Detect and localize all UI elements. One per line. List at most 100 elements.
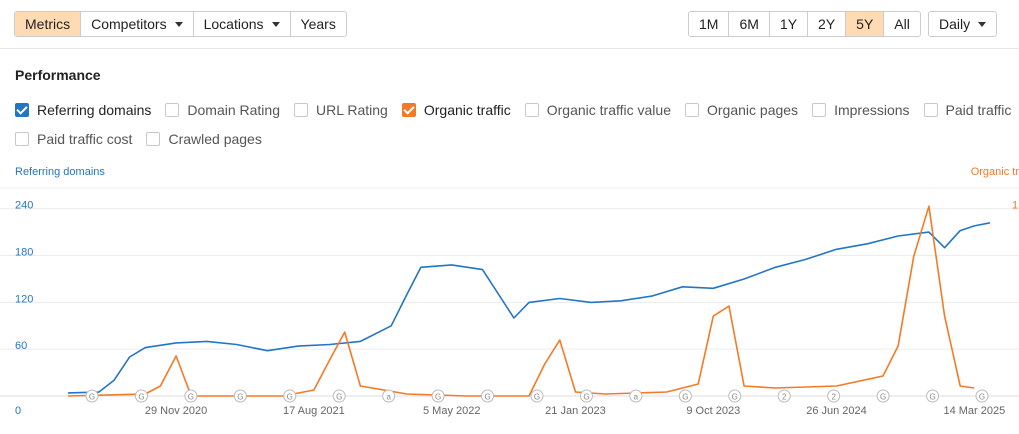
metric-impressions-checkbox[interactable]: Impressions [812, 102, 910, 118]
date-range-group: 1M 6M 1Y 2Y 5Y All [688, 11, 921, 37]
annotation-marker [184, 389, 198, 403]
checkbox-empty-icon[interactable] [294, 103, 308, 117]
left-tick-label: 240 [15, 200, 33, 212]
right-axis-title: Organic tr [970, 166, 1019, 178]
metric-organic-traffic-value-checkbox[interactable]: Organic traffic value [524, 102, 671, 118]
annotation-label: G [138, 393, 144, 402]
annotation-label: G [484, 393, 490, 402]
chevron-down-icon [978, 21, 987, 27]
checkbox-empty-icon[interactable] [685, 103, 699, 117]
annotation-marker [134, 389, 148, 403]
locations-button[interactable]: Locations [193, 12, 291, 36]
metric-organic-traffic-checkbox[interactable]: Organic traffic [401, 102, 511, 118]
x-tick-label: 21 Jan 2023 [545, 405, 606, 417]
annotation-marker [678, 389, 692, 403]
interval-dropdown-button[interactable]: Daily [929, 12, 997, 36]
annotation-marker [481, 389, 495, 403]
metric-label: Organic traffic [423, 102, 511, 118]
x-tick-label: 9 Oct 2023 [686, 405, 740, 417]
checkbox-empty-icon[interactable] [812, 103, 827, 117]
annotation-marker [629, 389, 643, 403]
metric-referring-domains-checkbox[interactable]: Referring domains [15, 102, 151, 118]
x-tick-label: 26 Jun 2024 [806, 405, 867, 417]
annotation-label: G [732, 393, 738, 402]
competitors-label: Competitors [91, 16, 167, 32]
metrics-button[interactable]: Metrics [15, 12, 82, 36]
metric-label: Referring domains [37, 102, 152, 118]
x-tick-label: 14 Mar 2025 [943, 405, 1005, 417]
annotation-label: G [287, 393, 293, 402]
annotation-label: G [237, 393, 243, 402]
checkbox-empty-icon[interactable] [146, 132, 161, 146]
annotation-label: 2 [782, 393, 787, 402]
toolbar-divider [0, 48, 1019, 49]
metrics-row-2: Paid traffic cost Crawled pages [15, 130, 276, 148]
series-organic-traffic-line [67, 205, 975, 397]
annotation-marker [975, 389, 989, 403]
checkbox-empty-icon[interactable] [15, 132, 29, 146]
annotation-label: a [634, 393, 639, 402]
range-all-button[interactable]: All [884, 12, 920, 36]
metric-url-rating-checkbox[interactable]: URL Rating [294, 102, 388, 118]
metric-crawled-pages-checkbox[interactable]: Crawled pages [146, 131, 262, 147]
metric-label: Impressions [834, 102, 910, 118]
series-referring-domains-line [67, 222, 991, 394]
annotation-label: G [682, 393, 688, 402]
metric-label: Organic pages [707, 102, 799, 118]
annotation-label: G [534, 393, 540, 402]
checkbox-checked-icon[interactable] [15, 103, 29, 117]
annotation-label: G [89, 393, 95, 402]
left-tick-label: 0 [15, 405, 21, 417]
metric-label: Paid traffic cost [37, 131, 133, 147]
x-tick-label: 17 Aug 2021 [283, 405, 345, 417]
toolbar: Metrics Competitors Locations Years 1M 6M 1Y 2… [14, 11, 1019, 37]
annotation-label: 2 [831, 393, 836, 402]
metric-label: Crawled pages [168, 131, 262, 147]
metrics-row-1: Referring domains Domain Rating URL Rating… [15, 101, 1019, 119]
metric-paid-traffic-cost-checkbox[interactable]: Paid traffic cost [15, 131, 132, 147]
years-button[interactable]: Years [290, 12, 346, 36]
range-6m-button[interactable]: 6M [729, 12, 770, 36]
competitors-button[interactable]: Competitors [81, 12, 194, 36]
metric-organic-pages-checkbox[interactable]: Organic pages [685, 102, 798, 118]
chevron-down-icon [174, 21, 183, 27]
annotation-marker [283, 389, 297, 403]
checkbox-empty-icon[interactable] [524, 103, 539, 117]
metrics-button-group: Metrics Competitors Locations Years [14, 11, 347, 37]
annotation-marker [233, 389, 247, 403]
metric-label: Paid traffic [945, 102, 1012, 118]
range-1y-button[interactable]: 1Y [769, 12, 809, 36]
metric-domain-rating-checkbox[interactable]: Domain Rating [165, 102, 280, 118]
annotation-marker [876, 389, 890, 403]
x-tick-label: 29 Nov 2020 [145, 405, 207, 417]
annotation-label: a [386, 393, 391, 402]
metric-label: URL Rating [316, 102, 388, 118]
left-tick-label: 120 [15, 293, 33, 305]
checkbox-empty-icon[interactable] [165, 103, 180, 117]
annotation-marker [382, 389, 396, 403]
annotation-label: G [435, 393, 441, 402]
checkbox-empty-icon[interactable] [923, 103, 938, 117]
annotation-marker [332, 389, 346, 403]
annotation-label: G [979, 393, 985, 402]
chevron-down-icon [271, 21, 280, 27]
metric-paid-traffic-checkbox[interactable]: Paid traffic [923, 102, 1012, 118]
section-title: Performance [15, 67, 101, 83]
years-label: Years [300, 16, 336, 32]
range-2y-button[interactable]: 2Y [808, 12, 847, 36]
locations-label: Locations [203, 16, 264, 32]
annotation-marker [530, 389, 544, 403]
annotation-label: G [188, 393, 194, 402]
range-5y-button[interactable]: 5Y [846, 12, 885, 36]
annotation-marker [579, 389, 593, 403]
annotation-marker [728, 389, 742, 403]
right-tick-label: 1 [1012, 200, 1018, 212]
checkbox-checked-icon[interactable] [401, 103, 416, 117]
annotation-label: G [583, 393, 589, 402]
range-1m-button[interactable]: 1M [689, 12, 730, 36]
annotation-marker [431, 389, 445, 403]
annotation-label: G [880, 393, 886, 402]
interval-dropdown[interactable]: Daily [928, 11, 998, 37]
annotation-marker [85, 389, 99, 403]
left-tick-label: 60 [15, 340, 27, 352]
